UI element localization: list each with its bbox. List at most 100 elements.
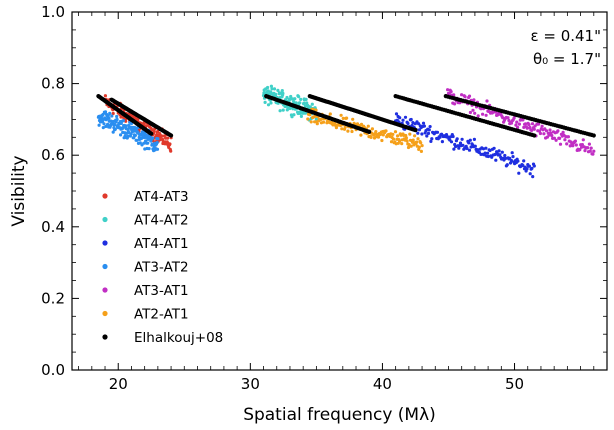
series-at3-at2 — [96, 110, 160, 153]
data-point — [328, 112, 332, 116]
data-point — [294, 101, 298, 105]
data-point — [485, 99, 489, 103]
data-point — [304, 97, 308, 101]
data-point — [449, 135, 453, 139]
data-point — [561, 130, 565, 134]
data-point — [417, 128, 421, 132]
data-point — [302, 101, 306, 105]
data-point — [476, 114, 480, 118]
data-point — [527, 164, 532, 168]
data-point — [506, 116, 510, 120]
legend: AT4-AT3 AT4-AT2 AT4-AT1 AT3-AT2 AT3-AT1 AT2-A… — [102, 189, 223, 346]
legend-label: AT3-AT2 — [134, 260, 189, 276]
data-point — [409, 144, 413, 148]
data-point — [473, 111, 477, 115]
y-tick-label: 1.0 — [41, 3, 65, 21]
data-point — [571, 144, 575, 148]
data-point — [155, 141, 159, 145]
data-point — [461, 143, 465, 147]
data-point — [306, 117, 310, 121]
data-point — [484, 113, 488, 117]
data-point — [587, 142, 592, 146]
data-point — [530, 122, 535, 126]
data-point — [579, 145, 584, 149]
data-point — [472, 98, 476, 102]
data-point — [532, 164, 536, 168]
data-point — [486, 151, 490, 155]
data-point — [134, 127, 138, 132]
data-point — [263, 100, 267, 104]
data-point — [398, 139, 402, 143]
data-point — [146, 141, 150, 145]
data-point — [308, 113, 312, 117]
legend-marker — [102, 193, 108, 199]
data-point — [574, 143, 578, 147]
data-point — [573, 139, 578, 143]
data-point — [102, 122, 106, 126]
data-point — [135, 138, 139, 142]
data-point — [119, 133, 123, 137]
data-point — [299, 97, 303, 101]
legend-marker — [102, 263, 108, 270]
data-point — [346, 129, 350, 133]
data-point — [588, 149, 592, 153]
data-point — [465, 146, 469, 151]
data-point — [126, 134, 130, 138]
data-point — [592, 149, 596, 153]
data-point — [589, 146, 593, 150]
data-point — [136, 118, 140, 122]
plot-frame — [71, 11, 608, 371]
data-point — [389, 140, 394, 144]
data-point — [289, 94, 293, 99]
data-point — [505, 163, 509, 167]
data-point — [285, 108, 289, 112]
data-point — [416, 131, 420, 135]
data-point — [280, 89, 284, 93]
data-point — [501, 116, 505, 120]
data-point — [166, 136, 170, 140]
data-point — [468, 138, 472, 142]
data-point — [542, 132, 546, 136]
data-point — [384, 129, 388, 133]
data-point — [290, 115, 294, 119]
data-point — [350, 129, 354, 134]
data-point — [537, 129, 542, 133]
data-point — [467, 148, 472, 152]
data-point — [457, 146, 461, 150]
data-point — [420, 144, 424, 148]
data-point — [449, 90, 453, 94]
annotation-theta: θ₀ = 1.7" — [533, 50, 601, 68]
data-point — [440, 132, 444, 136]
data-point — [110, 114, 114, 118]
legend-marker — [102, 310, 108, 317]
data-point — [540, 124, 544, 128]
data-point — [510, 151, 514, 155]
data-point — [394, 112, 399, 116]
data-point — [305, 101, 309, 105]
data-point — [558, 136, 562, 140]
data-point — [565, 142, 569, 146]
data-point — [460, 93, 464, 97]
data-point — [115, 114, 119, 119]
data-point — [483, 151, 487, 155]
data-point — [405, 139, 409, 143]
data-point — [376, 135, 381, 139]
data-point — [444, 133, 449, 137]
data-point — [527, 123, 531, 127]
data-point — [548, 128, 552, 132]
data-point — [586, 146, 590, 150]
data-point — [374, 130, 378, 134]
data-point — [544, 129, 549, 133]
data-point — [281, 91, 285, 95]
data-point — [404, 136, 408, 140]
data-point — [107, 116, 111, 120]
legend-label: AT4-AT1 — [134, 236, 189, 252]
data-point — [517, 171, 521, 175]
data-point — [417, 122, 421, 126]
data-point — [428, 125, 432, 129]
data-point — [566, 135, 571, 139]
data-point — [538, 131, 543, 136]
data-point — [523, 122, 528, 126]
data-point — [293, 97, 297, 101]
data-point — [516, 125, 520, 129]
